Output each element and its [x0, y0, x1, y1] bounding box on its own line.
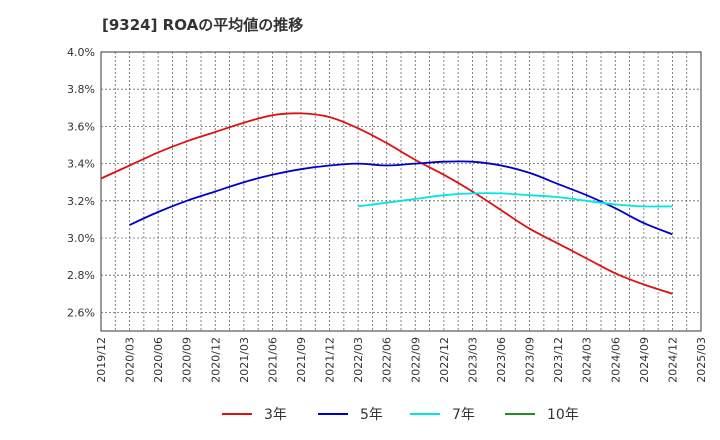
x-tick-label: 2024/12: [666, 337, 679, 383]
x-tick-label: 2022/03: [352, 337, 365, 383]
x-tick-label: 2024/06: [609, 337, 622, 383]
gridlines: [101, 52, 701, 331]
x-tick-label: 2021/12: [324, 337, 337, 383]
y-tick-label: 4.0%: [67, 46, 95, 59]
x-axis-ticks: 2019/12 2020/03 2020/06 2020/09 2020/12 2021/…: [95, 337, 708, 383]
y-tick-label: 3.8%: [67, 83, 95, 96]
x-tick-label: 2023/03: [466, 337, 479, 383]
series-line-5年: [129, 160, 673, 236]
y-tick-label: 3.2%: [67, 195, 95, 208]
x-tick-label: 2020/06: [152, 337, 165, 383]
y-tick-label: 2.8%: [67, 269, 95, 282]
x-tick-label: 2024/03: [581, 337, 594, 383]
legend-label: 5年: [360, 407, 383, 423]
y-axis-ticks: 2.6% 2.8% 3.0% 3.2% 3.4% 3.6% 3.8% 4.0%: [67, 46, 95, 319]
x-tick-label: 2022/12: [438, 337, 451, 383]
x-tick-label: 2020/09: [181, 337, 194, 383]
x-tick-label: 2022/09: [409, 337, 422, 383]
series-line-3年: [100, 112, 673, 295]
legend: 3年 5年 7年 10年: [222, 407, 579, 423]
x-tick-label: 2019/12: [95, 337, 108, 383]
y-tick-label: 3.4%: [67, 158, 95, 171]
x-tick-label: 2022/06: [381, 337, 394, 383]
x-tick-label: 2020/12: [209, 337, 222, 383]
x-tick-label: 2025/03: [695, 337, 708, 383]
x-tick-label: 2021/03: [238, 337, 251, 383]
x-tick-label: 2024/09: [638, 337, 651, 383]
x-tick-label: 2020/03: [124, 337, 137, 383]
y-tick-label: 2.6%: [67, 306, 95, 319]
series-lines: [100, 112, 673, 295]
y-tick-label: 3.6%: [67, 120, 95, 133]
x-tick-label: 2023/09: [524, 337, 537, 383]
y-tick-label: 3.0%: [67, 232, 95, 245]
x-tick-label: 2023/06: [495, 337, 508, 383]
legend-label: 3年: [264, 407, 287, 423]
series-line-7年: [357, 192, 673, 208]
x-tick-label: 2021/09: [295, 337, 308, 383]
x-tick-label: 2021/06: [266, 337, 279, 383]
legend-label: 7年: [452, 407, 475, 423]
legend-label: 10年: [547, 407, 579, 423]
x-tick-label: 2023/12: [552, 337, 565, 383]
chart-title: [9324] ROAの平均値の推移: [102, 16, 304, 34]
